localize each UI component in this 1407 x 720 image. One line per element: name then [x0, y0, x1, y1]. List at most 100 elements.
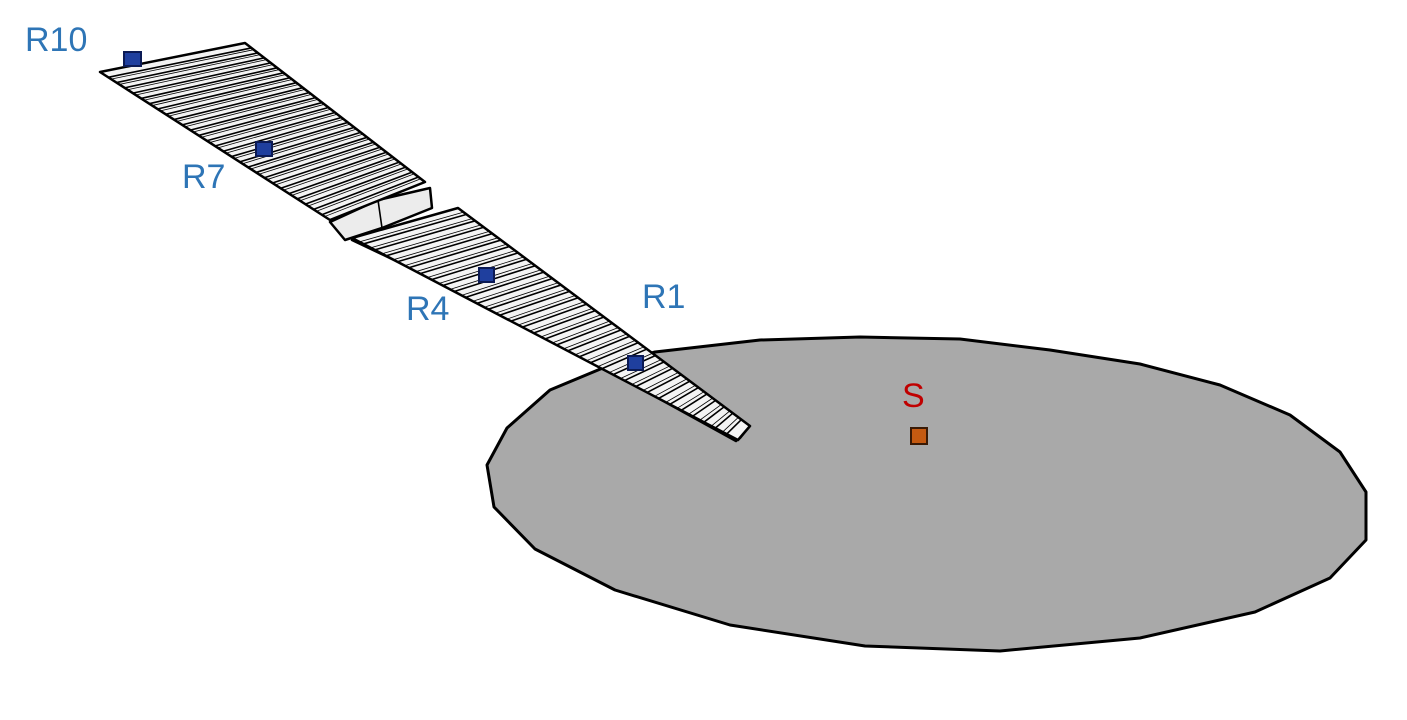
lower-tier-row-riser [586, 340, 636, 362]
lower-tier-row-edge [590, 341, 639, 364]
upper-tier-row-edge [305, 166, 406, 205]
lower-tier-row-riser [540, 314, 602, 338]
upper-tier-row-riser [119, 54, 261, 85]
lower-tier-row-edge [624, 361, 665, 382]
upper-tier-row-edge [116, 52, 259, 84]
lower-tier-row-edge [499, 290, 570, 316]
upper-tier-row-edge [149, 72, 284, 105]
lower-tier-row-riser [699, 404, 722, 421]
lower-tier-row-edge [703, 406, 725, 423]
receiver-r7-marker [255, 141, 273, 157]
upper-tier-row-riser [299, 163, 402, 202]
lower-tier-row-riser [427, 250, 516, 278]
receiver-r7-label: R7 [182, 158, 225, 196]
upper-tier-row-edge [231, 121, 349, 158]
receiver-r10-label: R10 [25, 21, 87, 59]
lower-tier-row-riser [518, 301, 584, 326]
lower-tier-row-edge [533, 309, 596, 334]
upper-tier-row-edge [140, 67, 278, 100]
lower-tier-row-riser [711, 410, 731, 427]
lower-tier-row-riser [631, 365, 670, 385]
upper-tier-row-riser [127, 59, 267, 91]
lower-tier-row-edge [510, 297, 579, 322]
lower-tier-row-riser [484, 282, 559, 308]
upper-tier-row-edge [214, 111, 336, 147]
receiver-r1-label: R1 [642, 278, 685, 316]
upper-tier-row-edge [288, 156, 394, 195]
lower-tier-row-riser [722, 417, 739, 433]
upper-tier-row-edge [247, 131, 361, 168]
upper-tier-row-riser [168, 84, 299, 117]
lower-tier-row-edge [522, 303, 588, 328]
upper-tier-row-edge [296, 161, 400, 200]
lower-tier-row-riser [563, 327, 619, 350]
lower-tier-row-edge [556, 322, 613, 346]
lower-tier-row-edge [680, 393, 708, 411]
upper-tier-row-edge [198, 101, 323, 137]
upper-tier-row-edge [264, 141, 374, 179]
lower-tier-row-edge [476, 277, 553, 305]
upper-tier-outline [98, 41, 427, 222]
upper-tier-row-edge [321, 176, 419, 216]
receiver-r4-marker [478, 267, 495, 283]
lower-tier-row-edge [669, 386, 699, 406]
lower-tier-row-riser [688, 397, 713, 415]
upper-tier-row-edge [124, 57, 265, 89]
upper-tier-row-riser [111, 49, 254, 80]
lower-tier-row-riser [506, 295, 576, 320]
source-s-label: S [902, 377, 925, 415]
upper-tier-row-riser [143, 69, 280, 101]
lower-tier-row-riser [677, 391, 705, 409]
upper-tier-row-riser [275, 148, 383, 186]
upper-tier-row-edge [222, 116, 342, 153]
lower-tier-row-riser [495, 288, 567, 314]
upper-tier-row-edge [157, 76, 291, 110]
upper-tier-row-riser [201, 103, 325, 138]
upper-tier-row-riser [209, 108, 331, 143]
upper-tier-row-riser [225, 118, 344, 154]
upper-tier-row-riser [217, 113, 338, 149]
lower-tier-row-riser [404, 237, 499, 267]
lower-tier-row-edge [658, 380, 691, 400]
upper-tier-row-edge [255, 136, 368, 174]
upper-tier-row-riser [250, 133, 364, 170]
upper-tier-row-edge [190, 96, 316, 131]
receiver-r10-marker [123, 51, 142, 67]
lower-tier-row-riser [461, 269, 541, 296]
lower-tier-row-riser [665, 384, 696, 403]
upper-tier-row-edge [108, 47, 252, 79]
lower-tier-row-riser [654, 378, 688, 397]
lower-tier-row-edge [374, 220, 476, 251]
upper-tier-row-riser [283, 153, 389, 191]
upper-tier-row-riser [308, 168, 409, 207]
upper-tier-row-riser [316, 173, 415, 212]
upper-tier-row-riser [267, 143, 376, 180]
upper-tier-row-edge [313, 171, 413, 211]
lower-tier-row-edge [567, 329, 622, 352]
lower-tier-row-edge [635, 367, 674, 388]
lower-tier-row-riser [552, 320, 610, 344]
stage-floor [485, 335, 1368, 653]
lower-tier-row-edge [419, 245, 510, 275]
upper-tier-row-riser [184, 93, 312, 128]
upper-tier-row-riser [324, 178, 421, 217]
lower-tier-row-riser [529, 307, 593, 332]
upper-tier-row-edge [272, 146, 381, 184]
lower-tier-row-riser [381, 224, 481, 255]
lower-tier-row-edge [578, 335, 631, 358]
upper-tier-row-riser [193, 98, 319, 133]
lower-tier-row-riser [472, 275, 550, 302]
receiver-r1-marker [627, 355, 644, 371]
middle-block-edge [329, 221, 346, 241]
upper-tier-row-riser [152, 74, 286, 106]
lower-tier-row-edge [363, 213, 467, 245]
lower-tier-row-riser [416, 243, 507, 272]
lower-tier-row-edge [408, 239, 502, 269]
upper-tier-row-riser [160, 79, 293, 112]
upper-tier-row-edge [280, 151, 387, 190]
source-s-marker [910, 427, 928, 445]
seating-tiers [98, 41, 752, 443]
upper-tier-row-edge [206, 106, 329, 142]
lower-tier-row-edge [692, 399, 717, 417]
upper-tier-row-riser [234, 123, 351, 159]
